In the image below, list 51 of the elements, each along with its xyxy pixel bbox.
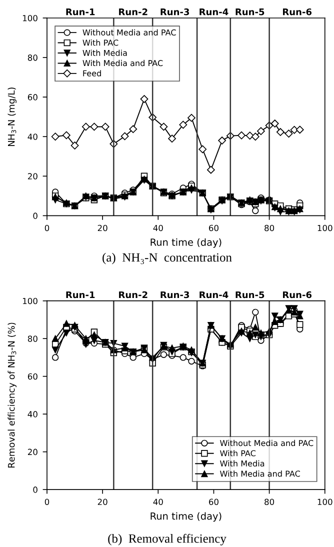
y-tick-label: 20 [28,173,38,180]
text: Run-2 [119,8,148,16]
legend-label: With PAC [220,450,256,456]
x-tick-label: 60 [209,224,218,232]
legend-label: Without Media and PAC [82,29,176,36]
legend-label: Feed [83,70,101,76]
x-tick-label: 100 [318,224,332,232]
text: Run-4 [200,291,228,298]
x-tick-label: 60 [209,498,218,506]
text: Run-6 [283,291,312,298]
x-tick-label: 80 [264,224,274,232]
legend-label: With PAC [82,39,118,46]
x-axis-title: Run time (day) [150,512,222,522]
legend-label: With Media [82,50,127,56]
y-tick-label: 100 [22,298,38,304]
x-tick-label: 20 [98,224,108,232]
text: Run-1 [66,8,95,16]
legend-label: Without Media and PAC [220,440,314,446]
y-tick-label: 0 [33,486,38,493]
text: Run-1 [66,291,95,298]
x-tick-label: 100 [318,498,332,506]
y-tick-label: 60 [28,94,38,100]
legend-label: With Media [220,460,264,467]
y-tick-label: 40 [28,134,38,140]
y-tick-label: 0 [33,212,38,219]
text: Run-6 [283,8,312,16]
y-tick-label: 80 [28,336,38,342]
x-tick-label: 40 [153,224,163,232]
x-tick-label: 0 [44,224,50,232]
y-axis-title: Removal efficiency of NH$_{3}$-N (%) [8,322,16,468]
text: Run-3 [160,291,190,298]
text: (b) Removal efficiency [108,534,226,546]
y-tick-label: 20 [28,448,38,456]
y-tick-label: 100 [22,14,38,22]
text: (a) NH₃-N concentration [102,252,232,264]
x-tick-label: 20 [98,498,108,506]
text: Run-2 [119,291,148,298]
text: Run-4 [200,8,228,16]
text: Run-3 [160,8,190,16]
y-tick-label: 40 [28,411,38,418]
text: Run-5 [236,291,264,298]
y-axis-title: NH$_{3}$-N (mg/L) [8,88,16,146]
legend-label: With Media and PAC [220,470,300,477]
x-tick-label: 0 [44,498,50,506]
y-tick-label: 60 [28,373,38,380]
x-axis-title: Run time (day) [150,238,222,248]
y-tick-label: 80 [28,54,38,61]
legend-label: With Media and PAC [82,60,163,66]
text: Run-5 [236,8,264,16]
x-tick-label: 80 [264,498,274,506]
x-tick-label: 40 [153,498,163,506]
